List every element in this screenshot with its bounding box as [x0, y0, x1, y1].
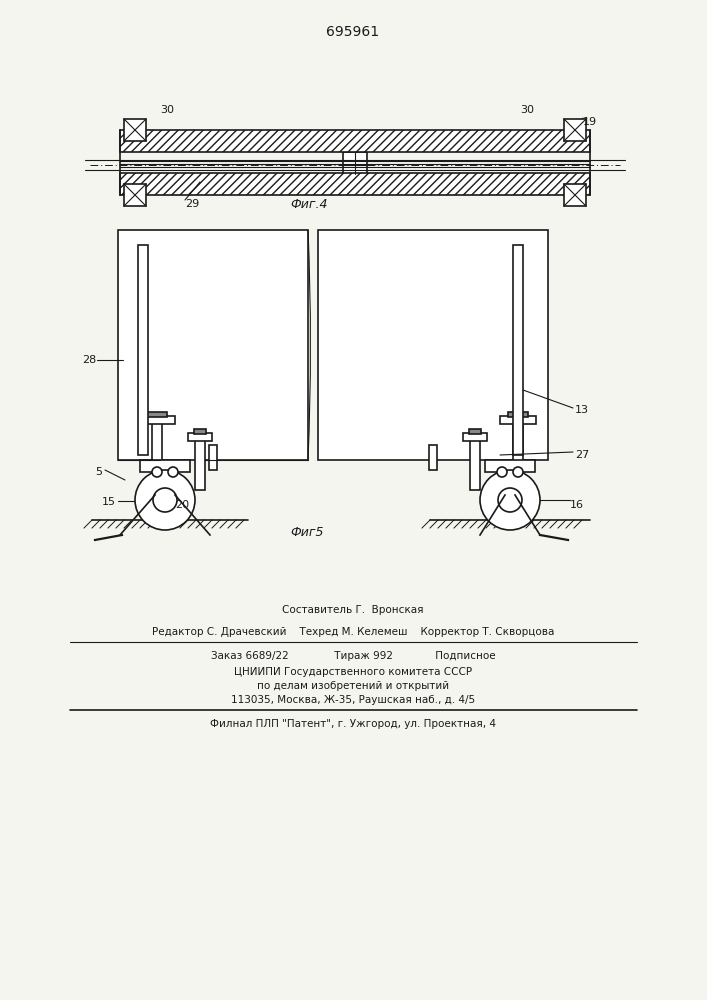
Bar [318, 230, 548, 460]
Bar [429, 445, 437, 470]
Bar [195, 440, 205, 490]
Text: 30: 30 [160, 105, 174, 115]
Text: 13: 13 [575, 405, 589, 415]
Bar [564, 119, 586, 141]
Circle shape [135, 470, 195, 530]
Text: Филнал ПЛП "Патент", г. Ужгород, ул. Проектная, 4: Филнал ПЛП "Патент", г. Ужгород, ул. Про… [210, 719, 496, 729]
Text: Фиг5: Фиг5 [290, 526, 324, 538]
Bar [209, 445, 217, 470]
Bar [194, 429, 206, 434]
Text: 19: 19 [583, 117, 597, 127]
Bar [140, 460, 190, 472]
Bar [138, 245, 148, 455]
Bar [463, 433, 487, 441]
Circle shape [498, 488, 522, 512]
Text: по делам изобретений и открытий: по делам изобретений и открытий [257, 681, 449, 691]
Circle shape [153, 488, 177, 512]
Bar [343, 152, 367, 174]
Bar [139, 416, 175, 424]
Text: Редактор С. Драчевский    Техред М. Келемеш    Корректор Т. Скворцова: Редактор С. Драчевский Техред М. Келемеш… [152, 627, 554, 637]
Text: 30: 30 [520, 105, 534, 115]
Circle shape [513, 467, 523, 477]
Bar [508, 412, 528, 417]
Bar [124, 184, 146, 206]
Bar [513, 245, 523, 455]
Bar [124, 119, 146, 141]
Text: 16: 16 [570, 500, 584, 510]
Text: 27: 27 [575, 450, 589, 460]
Text: 29: 29 [185, 199, 199, 209]
Bar [469, 429, 481, 434]
Text: 28: 28 [82, 355, 96, 365]
Bar [564, 184, 586, 206]
Text: 5: 5 [95, 467, 102, 477]
Text: 15: 15 [102, 497, 116, 507]
Text: ЦНИИПИ Государственного комитета СССР: ЦНИИПИ Государственного комитета СССР [234, 667, 472, 677]
Bar [188, 433, 212, 441]
Bar [513, 422, 523, 472]
Bar [485, 460, 535, 472]
Circle shape [168, 467, 178, 477]
Bar [152, 422, 162, 472]
Circle shape [152, 467, 162, 477]
Bar [147, 412, 167, 417]
Bar [500, 416, 536, 424]
Circle shape [497, 467, 507, 477]
Bar [120, 173, 590, 195]
Bar [470, 440, 480, 490]
Bar [118, 230, 308, 460]
Text: 695961: 695961 [327, 25, 380, 39]
Bar [120, 130, 590, 152]
Text: Составитель Г.  Вронская: Составитель Г. Вронская [282, 605, 423, 615]
Text: 20: 20 [175, 500, 189, 510]
Text: Фиг.4: Фиг.4 [290, 198, 327, 211]
Text: 113035, Москва, Ж-35, Раушская наб., д. 4/5: 113035, Москва, Ж-35, Раушская наб., д. … [231, 695, 475, 705]
Text: Заказ 6689/22              Тираж 992             Подписное: Заказ 6689/22 Тираж 992 Подписное [211, 651, 496, 661]
Circle shape [480, 470, 540, 530]
